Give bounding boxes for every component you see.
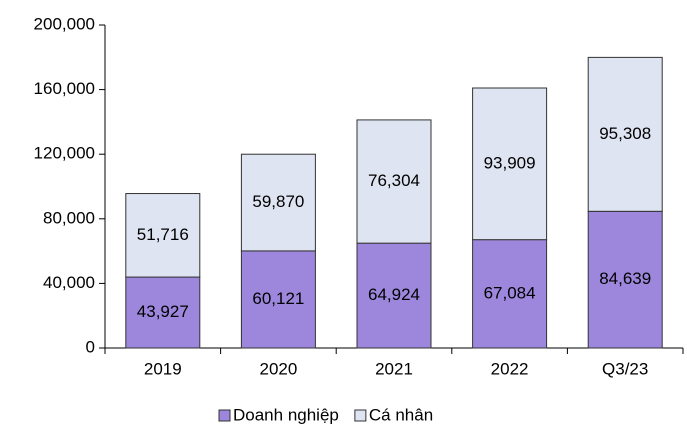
x-tick-label: Q3/23 [602, 359, 648, 378]
legend-label: Cá nhân [369, 405, 433, 424]
data-label: 93,909 [484, 153, 536, 172]
y-tick-label: 40,000 [43, 273, 95, 292]
x-tick-label: 2020 [259, 359, 297, 378]
y-tick-label: 0 [86, 337, 95, 356]
data-label: 64,924 [368, 285, 420, 304]
data-label: 76,304 [368, 171, 420, 190]
x-tick-label: 2019 [144, 359, 182, 378]
bar-segment [587, 56, 663, 212]
data-label: 51,716 [137, 225, 189, 244]
bar-segment [240, 153, 316, 252]
y-tick-label: 200,000 [34, 14, 95, 33]
y-tick-label: 160,000 [34, 79, 95, 98]
data-label: 43,927 [137, 302, 189, 321]
legend-swatch [354, 409, 367, 422]
data-label: 60,121 [252, 289, 304, 308]
bar-segment [472, 239, 548, 349]
bar-segment [240, 250, 316, 349]
y-tick-label: 120,000 [34, 144, 95, 163]
x-tick-label: 2022 [491, 359, 529, 378]
bar-segment [356, 119, 432, 244]
legend-swatch [218, 409, 231, 422]
data-label: 95,308 [599, 124, 651, 143]
data-label: 67,084 [484, 283, 536, 302]
bar-segment [356, 242, 432, 349]
bar-segment [125, 276, 201, 349]
bar-segment [587, 210, 663, 349]
legend-label: Doanh nghiệp [233, 405, 339, 424]
bar-segment [472, 87, 548, 241]
bar-segment [125, 193, 201, 278]
y-tick-label: 80,000 [43, 208, 95, 227]
data-label: 84,639 [599, 269, 651, 288]
data-label: 59,870 [252, 192, 304, 211]
x-tick-label: 2021 [375, 359, 413, 378]
